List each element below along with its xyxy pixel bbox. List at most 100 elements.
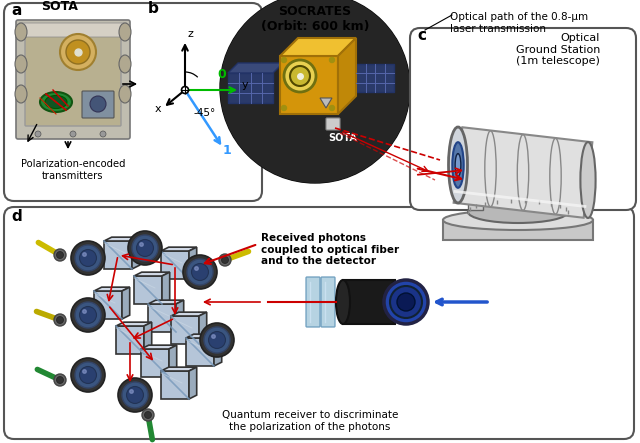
FancyBboxPatch shape xyxy=(280,56,338,114)
FancyBboxPatch shape xyxy=(306,277,320,327)
Ellipse shape xyxy=(119,55,131,73)
FancyBboxPatch shape xyxy=(4,207,634,439)
Polygon shape xyxy=(169,345,177,377)
Circle shape xyxy=(122,382,148,408)
FancyBboxPatch shape xyxy=(19,23,127,37)
Text: b: b xyxy=(148,1,159,16)
Text: SOTA: SOTA xyxy=(328,133,357,143)
Circle shape xyxy=(204,327,230,353)
Ellipse shape xyxy=(455,154,461,176)
Circle shape xyxy=(54,249,66,261)
Circle shape xyxy=(330,58,335,62)
Ellipse shape xyxy=(119,85,131,103)
Polygon shape xyxy=(104,241,132,269)
Text: z: z xyxy=(187,29,193,39)
Ellipse shape xyxy=(468,201,568,223)
Polygon shape xyxy=(186,334,221,338)
Polygon shape xyxy=(189,367,196,399)
Polygon shape xyxy=(141,349,169,377)
Polygon shape xyxy=(141,345,177,349)
Circle shape xyxy=(79,249,97,266)
Polygon shape xyxy=(122,287,130,319)
FancyBboxPatch shape xyxy=(326,118,340,130)
Circle shape xyxy=(221,256,228,264)
Bar xyxy=(228,73,273,103)
Text: y: y xyxy=(242,80,248,90)
Polygon shape xyxy=(161,367,196,371)
Circle shape xyxy=(282,58,287,62)
Circle shape xyxy=(220,0,410,183)
Circle shape xyxy=(54,374,66,386)
Circle shape xyxy=(183,255,217,289)
Circle shape xyxy=(330,105,335,110)
Circle shape xyxy=(60,34,96,70)
Circle shape xyxy=(56,316,63,323)
Text: Quantum receiver to discriminate
the polarization of the photons: Quantum receiver to discriminate the pol… xyxy=(222,410,398,431)
Polygon shape xyxy=(171,312,207,316)
Polygon shape xyxy=(468,170,483,210)
FancyBboxPatch shape xyxy=(82,91,114,118)
Circle shape xyxy=(132,235,158,261)
Polygon shape xyxy=(171,316,199,344)
Circle shape xyxy=(127,387,143,404)
Polygon shape xyxy=(132,237,140,269)
Text: 1: 1 xyxy=(223,144,232,157)
Circle shape xyxy=(100,131,106,137)
Polygon shape xyxy=(144,322,152,354)
Polygon shape xyxy=(134,276,162,304)
Text: Polarization-encoded
transmitters: Polarization-encoded transmitters xyxy=(20,159,125,181)
Ellipse shape xyxy=(580,142,596,218)
Text: SOCRATES
(Orbit: 600 km): SOCRATES (Orbit: 600 km) xyxy=(260,5,369,33)
FancyBboxPatch shape xyxy=(16,20,130,139)
Polygon shape xyxy=(161,371,189,399)
Polygon shape xyxy=(320,98,332,108)
Polygon shape xyxy=(104,237,140,241)
Text: -45°: -45° xyxy=(193,108,215,118)
Circle shape xyxy=(70,131,76,137)
Polygon shape xyxy=(443,220,593,240)
Ellipse shape xyxy=(40,92,72,112)
Circle shape xyxy=(384,280,428,324)
Circle shape xyxy=(209,331,225,349)
Polygon shape xyxy=(189,247,196,279)
Polygon shape xyxy=(116,322,152,326)
Circle shape xyxy=(290,66,310,86)
Circle shape xyxy=(79,307,97,323)
Ellipse shape xyxy=(15,23,27,41)
FancyBboxPatch shape xyxy=(4,3,262,201)
Text: Received photons
coupled to optical fiber
and to the detector: Received photons coupled to optical fibe… xyxy=(261,233,399,266)
Polygon shape xyxy=(134,272,170,276)
Circle shape xyxy=(136,240,154,256)
Circle shape xyxy=(187,259,213,285)
Ellipse shape xyxy=(443,210,593,230)
Circle shape xyxy=(145,412,152,419)
Ellipse shape xyxy=(389,282,401,322)
Text: SOTA: SOTA xyxy=(42,0,79,13)
FancyBboxPatch shape xyxy=(321,277,335,327)
Circle shape xyxy=(182,86,189,93)
Circle shape xyxy=(219,254,231,266)
Circle shape xyxy=(397,293,415,311)
Polygon shape xyxy=(116,326,144,354)
Polygon shape xyxy=(548,170,563,210)
Polygon shape xyxy=(228,63,283,73)
Circle shape xyxy=(128,231,162,265)
Polygon shape xyxy=(161,247,196,251)
Circle shape xyxy=(75,302,101,328)
Text: x: x xyxy=(155,104,162,114)
Circle shape xyxy=(230,3,400,173)
Polygon shape xyxy=(94,291,122,319)
Text: d: d xyxy=(11,209,22,224)
Ellipse shape xyxy=(119,23,131,41)
Text: Optical path of the 0.8-μm
laser transmission: Optical path of the 0.8-μm laser transmi… xyxy=(450,12,588,34)
Text: c: c xyxy=(417,28,426,43)
Polygon shape xyxy=(94,287,130,291)
Ellipse shape xyxy=(452,142,464,188)
Circle shape xyxy=(71,358,105,392)
Polygon shape xyxy=(186,338,214,366)
Polygon shape xyxy=(280,38,356,56)
Circle shape xyxy=(90,96,106,112)
Circle shape xyxy=(191,264,209,280)
Polygon shape xyxy=(148,304,176,332)
Polygon shape xyxy=(148,300,184,304)
